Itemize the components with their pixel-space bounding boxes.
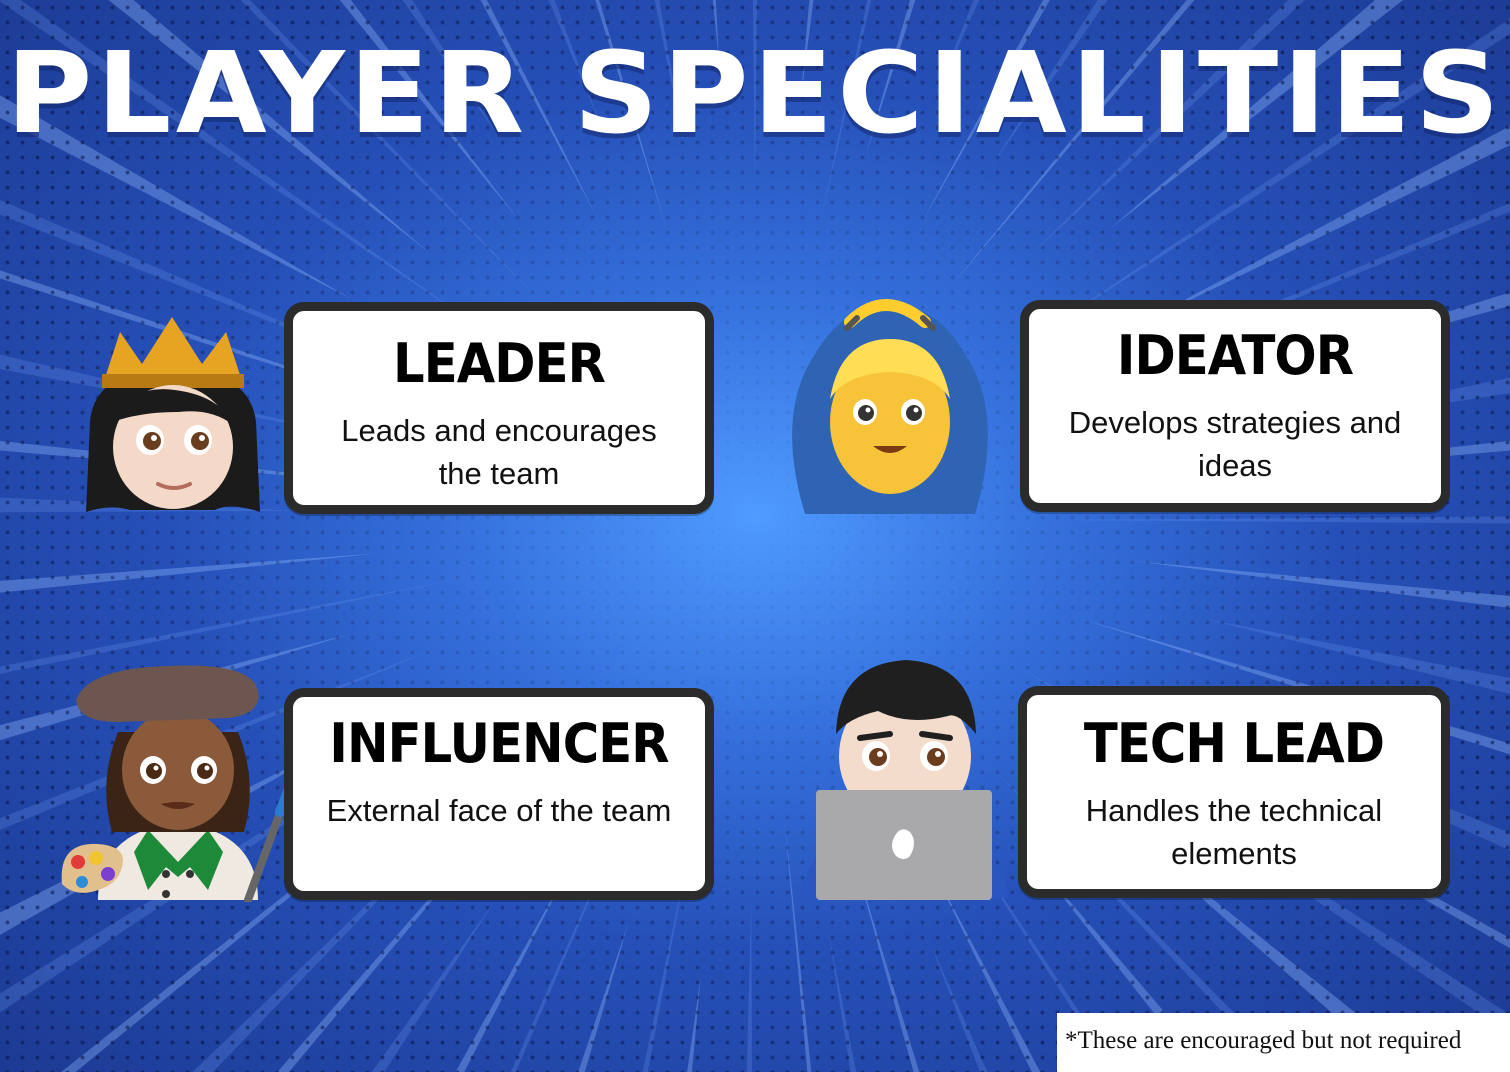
card-ideator: IDEATOR Develops strategies and ideas [1020,300,1450,512]
card-description: Leads and encourages the team [341,413,657,491]
technologist-emoji-icon [800,660,1008,900]
card-title: IDEATOR [1116,324,1354,387]
card-description: External face of the team [326,793,672,828]
card-description: Develops strategies and ideas [1068,405,1402,483]
card-title: LEADER [393,332,606,395]
page-title: PLAYER SPECIALITIES [6,29,1504,159]
person-gesturing-ok-emoji-icon [792,299,988,514]
artist-emoji-icon [61,665,294,902]
card-title: TECH LEAD [1083,712,1385,775]
card-leader: LEADER Leads and encourages the team [284,302,714,514]
footnote: *These are encouraged but not required [1057,1013,1510,1072]
card-influencer: INFLUENCER External face of the team [284,688,714,900]
queen-emoji-icon [86,317,260,512]
card-title: INFLUENCER [329,712,669,775]
card-tech-lead: TECH LEAD Handles the technical elements [1018,686,1450,898]
card-description: Handles the technical elements [1085,793,1383,871]
